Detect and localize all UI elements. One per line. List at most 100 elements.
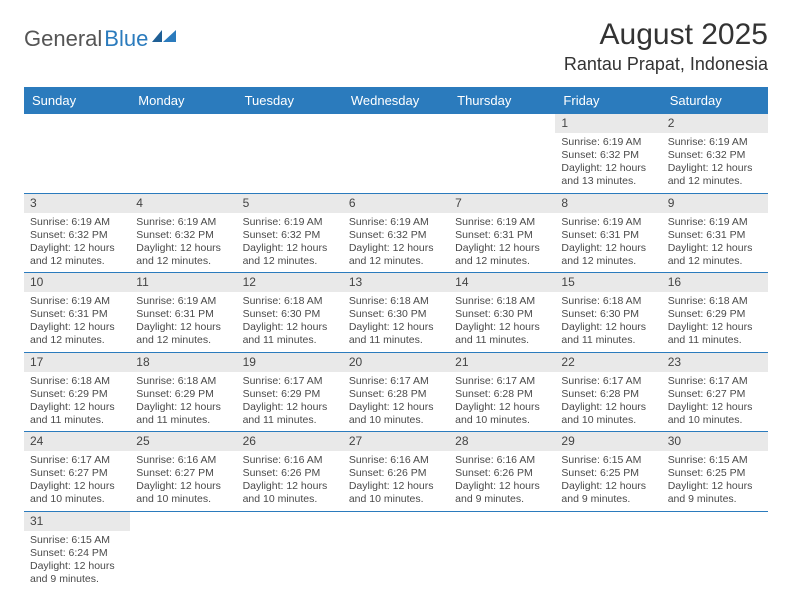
day-info-sunset: Sunset: 6:30 PM — [561, 308, 655, 321]
day-number: 13 — [343, 273, 449, 292]
weekday-monday: Monday — [130, 87, 236, 114]
day-info-sunrise: Sunrise: 6:19 AM — [30, 216, 124, 229]
day-number: 14 — [449, 273, 555, 292]
calendar-cell-empty — [662, 512, 768, 591]
day-number: 26 — [237, 432, 343, 451]
day-number: 1 — [555, 114, 661, 133]
day-info-sunset: Sunset: 6:29 PM — [136, 388, 230, 401]
calendar-cell: 21Sunrise: 6:17 AMSunset: 6:28 PMDayligh… — [449, 353, 555, 432]
page-header: GeneralBlue August 2025 Rantau Prapat, I… — [24, 18, 768, 75]
calendar-cell-empty — [449, 114, 555, 193]
day-info-day1: Daylight: 12 hours — [668, 321, 762, 334]
day-info-day2: and 10 minutes. — [668, 414, 762, 427]
day-info-day2: and 11 minutes. — [243, 334, 337, 347]
logo-text-blue: Blue — [104, 26, 148, 52]
day-info-sunrise: Sunrise: 6:19 AM — [30, 295, 124, 308]
day-info-day1: Daylight: 12 hours — [668, 242, 762, 255]
day-info-sunrise: Sunrise: 6:19 AM — [561, 216, 655, 229]
day-info-sunrise: Sunrise: 6:17 AM — [243, 375, 337, 388]
day-info-day1: Daylight: 12 hours — [243, 242, 337, 255]
day-info-sunset: Sunset: 6:30 PM — [349, 308, 443, 321]
day-info-day2: and 13 minutes. — [561, 175, 655, 188]
day-info-sunset: Sunset: 6:27 PM — [30, 467, 124, 480]
day-info-day2: and 10 minutes. — [455, 414, 549, 427]
day-info-sunrise: Sunrise: 6:16 AM — [455, 454, 549, 467]
day-number: 24 — [24, 432, 130, 451]
calendar-cell-empty — [343, 512, 449, 591]
calendar-cell: 23Sunrise: 6:17 AMSunset: 6:27 PMDayligh… — [662, 353, 768, 432]
day-info-sunset: Sunset: 6:26 PM — [455, 467, 549, 480]
day-info-sunrise: Sunrise: 6:16 AM — [136, 454, 230, 467]
day-info-day2: and 10 minutes. — [243, 493, 337, 506]
calendar-cell: 26Sunrise: 6:16 AMSunset: 6:26 PMDayligh… — [237, 432, 343, 511]
day-info-sunrise: Sunrise: 6:17 AM — [30, 454, 124, 467]
day-number: 16 — [662, 273, 768, 292]
logo-text-general: General — [24, 26, 102, 52]
day-info-day1: Daylight: 12 hours — [668, 401, 762, 414]
day-info-sunset: Sunset: 6:32 PM — [668, 149, 762, 162]
day-info-day2: and 10 minutes. — [349, 493, 443, 506]
calendar-cell-empty — [237, 512, 343, 591]
day-info-day2: and 12 minutes. — [243, 255, 337, 268]
day-number: 25 — [130, 432, 236, 451]
title-block: August 2025 Rantau Prapat, Indonesia — [564, 18, 768, 75]
calendar-cell: 14Sunrise: 6:18 AMSunset: 6:30 PMDayligh… — [449, 273, 555, 352]
day-info-day2: and 12 minutes. — [668, 255, 762, 268]
day-info-day1: Daylight: 12 hours — [30, 321, 124, 334]
day-info-day1: Daylight: 12 hours — [30, 560, 124, 573]
day-info-day2: and 10 minutes. — [561, 414, 655, 427]
calendar-cell: 7Sunrise: 6:19 AMSunset: 6:31 PMDaylight… — [449, 194, 555, 273]
day-number: 29 — [555, 432, 661, 451]
day-number: 17 — [24, 353, 130, 372]
calendar-cell: 24 Sunrise: 6:17 AMSunset: 6:27 PMDayligh… — [24, 432, 130, 511]
day-info-day2: and 12 minutes. — [136, 255, 230, 268]
day-number: 9 — [662, 194, 768, 213]
day-info-sunset: Sunset: 6:28 PM — [561, 388, 655, 401]
day-info-day2: and 10 minutes. — [136, 493, 230, 506]
day-info-sunrise: Sunrise: 6:19 AM — [668, 216, 762, 229]
month-title: August 2025 — [564, 18, 768, 52]
day-info-sunrise: Sunrise: 6:15 AM — [668, 454, 762, 467]
day-info-sunset: Sunset: 6:25 PM — [668, 467, 762, 480]
day-info-sunset: Sunset: 6:32 PM — [30, 229, 124, 242]
calendar-cell: 13Sunrise: 6:18 AMSunset: 6:30 PMDayligh… — [343, 273, 449, 352]
day-info-day2: and 9 minutes. — [668, 493, 762, 506]
calendar-body: 1Sunrise: 6:19 AMSunset: 6:32 PMDaylight… — [24, 114, 768, 590]
day-info-day1: Daylight: 12 hours — [561, 321, 655, 334]
day-number: 22 — [555, 353, 661, 372]
day-info-day1: Daylight: 12 hours — [668, 480, 762, 493]
day-number: 3 — [24, 194, 130, 213]
day-info-day2: and 11 minutes. — [243, 414, 337, 427]
location: Rantau Prapat, Indonesia — [564, 54, 768, 75]
day-info-sunset: Sunset: 6:27 PM — [668, 388, 762, 401]
day-info-day2: and 12 minutes. — [349, 255, 443, 268]
logo: GeneralBlue — [24, 18, 178, 52]
weekday-wednesday: Wednesday — [343, 87, 449, 114]
calendar-cell: 27Sunrise: 6:16 AMSunset: 6:26 PMDayligh… — [343, 432, 449, 511]
day-info-day1: Daylight: 12 hours — [30, 480, 124, 493]
day-info-sunrise: Sunrise: 6:19 AM — [561, 136, 655, 149]
day-info-sunrise: Sunrise: 6:15 AM — [561, 454, 655, 467]
day-info-sunset: Sunset: 6:29 PM — [30, 388, 124, 401]
day-info-day2: and 12 minutes. — [30, 255, 124, 268]
calendar-week-row: 31Sunrise: 6:15 AMSunset: 6:24 PMDayligh… — [24, 512, 768, 591]
day-number: 15 — [555, 273, 661, 292]
weekday-sunday: Sunday — [24, 87, 130, 114]
day-info-sunrise: Sunrise: 6:19 AM — [243, 216, 337, 229]
calendar-cell: 30Sunrise: 6:15 AMSunset: 6:25 PMDayligh… — [662, 432, 768, 511]
weekday-saturday: Saturday — [662, 87, 768, 114]
weekday-friday: Friday — [555, 87, 661, 114]
day-info-sunset: Sunset: 6:31 PM — [561, 229, 655, 242]
day-info-sunrise: Sunrise: 6:17 AM — [668, 375, 762, 388]
calendar-cell: 16Sunrise: 6:18 AMSunset: 6:29 PMDayligh… — [662, 273, 768, 352]
day-info-day1: Daylight: 12 hours — [668, 162, 762, 175]
day-info-day2: and 9 minutes. — [30, 573, 124, 586]
day-info-day1: Daylight: 12 hours — [561, 242, 655, 255]
calendar-cell: 10Sunrise: 6:19 AMSunset: 6:31 PMDayligh… — [24, 273, 130, 352]
day-info-day2: and 11 minutes. — [349, 334, 443, 347]
day-info-day2: and 12 minutes. — [136, 334, 230, 347]
day-info-day1: Daylight: 12 hours — [136, 401, 230, 414]
calendar-cell: 11Sunrise: 6:19 AMSunset: 6:31 PMDayligh… — [130, 273, 236, 352]
calendar-cell-empty — [130, 512, 236, 591]
calendar-cell: 2Sunrise: 6:19 AMSunset: 6:32 PMDaylight… — [662, 114, 768, 193]
